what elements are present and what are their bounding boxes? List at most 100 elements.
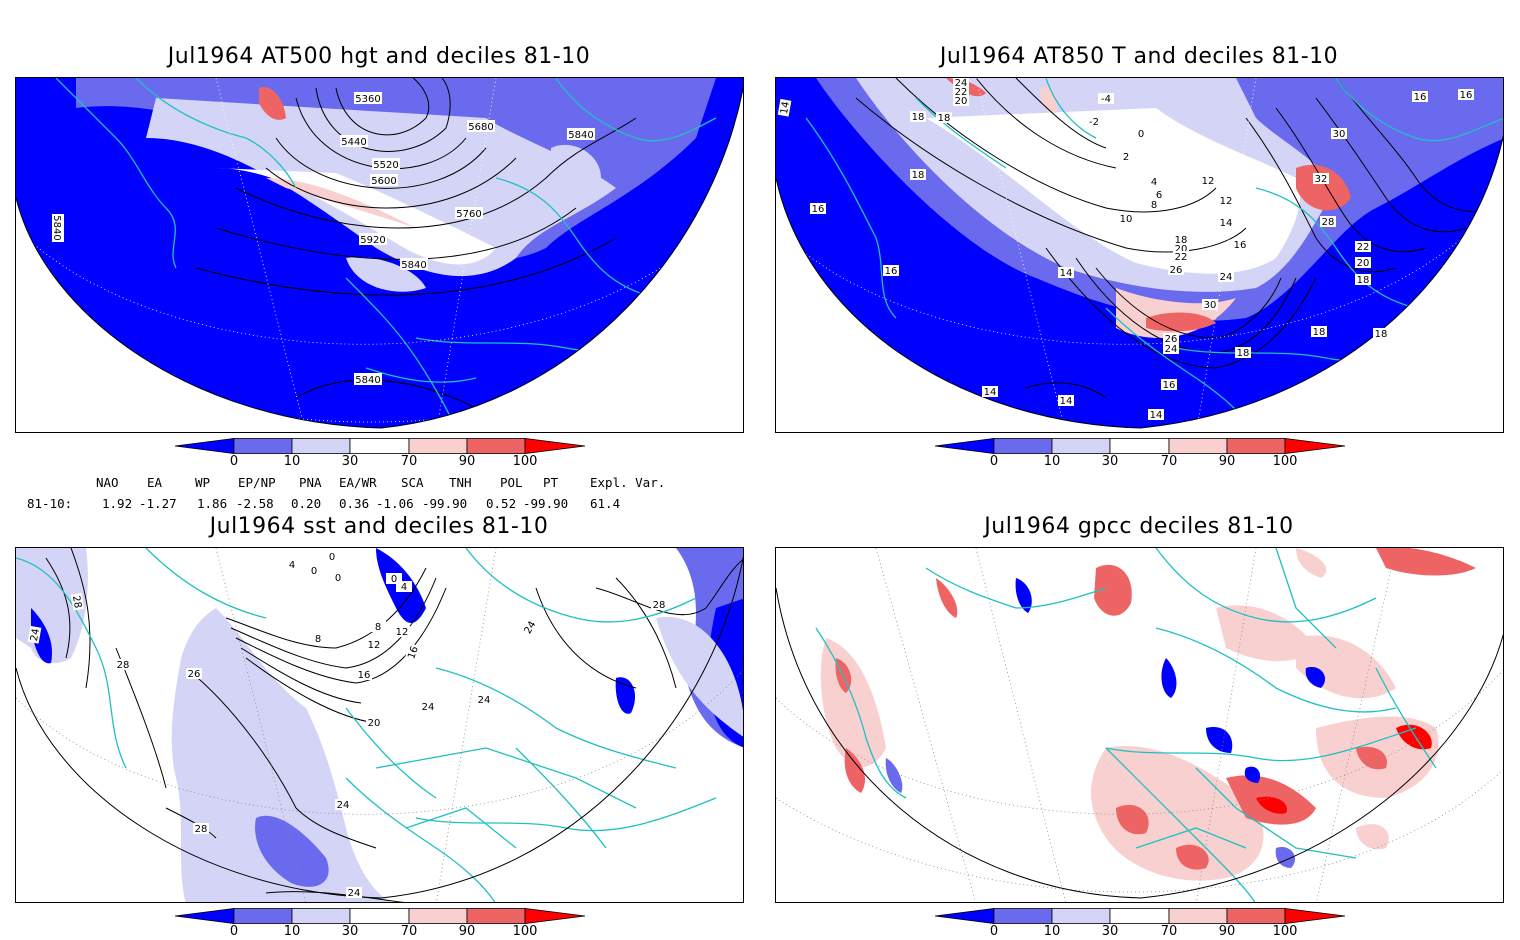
svg-text:24: 24 [478,695,491,706]
colorbar-swatch [349,438,410,454]
svg-text:4: 4 [1151,177,1157,188]
colorbar-swatches [934,438,1346,454]
colorbar-swatch [349,908,410,924]
colorbar-swatch [993,438,1053,454]
svg-text:16: 16 [406,645,421,661]
svg-text:18: 18 [1237,348,1250,359]
colorbar-swatch [1109,438,1170,454]
svg-text:2: 2 [1123,152,1129,163]
index-header: EP/NP [238,475,276,490]
decile-fill-30-70 [146,98,616,277]
panel-title-sst: Jul1964 sst and deciles 81-10 [209,514,549,539]
contour-labels-sst: 0 4 0 0 0 4 8 8 12 12 16 16 20 24 24 24 … [27,551,667,899]
svg-text:0: 0 [311,566,317,577]
map-panel-gpcc [775,547,1504,903]
svg-text:5440: 5440 [341,137,366,148]
colorbar-swatch [1226,438,1286,454]
svg-text:28: 28 [1322,217,1335,228]
index-row-label: 81-10: [27,496,73,511]
colorbar-swatch [934,438,995,454]
index-header: WP [195,475,211,490]
svg-text:14: 14 [1220,218,1233,229]
colorbar-swatch [1168,908,1228,924]
svg-text:12: 12 [396,627,409,638]
svg-text:12: 12 [368,640,381,651]
index-value: 61.4 [590,496,621,511]
map-at850-svg: 24 22 20 18 -4 -2 0 2 4 6 8 10 12 12 14 … [776,78,1503,429]
colorbar-swatch [524,908,586,924]
map-boundary [776,587,1503,899]
decile-fill-white [216,168,496,265]
decile-fill-90-100 [259,87,286,120]
colorbar-label: 100 [512,454,538,469]
svg-text:16: 16 [885,266,898,277]
map-sst-svg: 0 4 0 0 0 4 8 8 12 12 16 16 20 24 24 24 … [16,548,743,902]
svg-text:16: 16 [1460,90,1473,101]
contour-labels-at850: 24 22 20 18 -4 -2 0 2 4 6 8 10 12 12 14 … [777,78,1474,421]
colorbar-swatch [466,438,526,454]
index-value: -2.58 [236,496,274,511]
colorbar-swatch [174,908,235,924]
colorbar-swatch [291,438,351,454]
svg-text:5600: 5600 [371,176,396,187]
colorbar-swatch [993,908,1053,924]
colorbar-swatches [174,908,586,924]
svg-text:22: 22 [1175,252,1188,263]
index-value: 0.36 [339,496,370,511]
colorbar-label: 100 [1272,924,1298,939]
colorbar-swatch [408,908,468,924]
colorbar-swatch [1284,438,1346,454]
svg-text:16: 16 [812,204,825,215]
decile-fill-10-30-atlantic [255,815,329,887]
contour-labels-at500: 5360 5440 5520 5600 5680 5760 5840 5840 … [51,92,595,386]
svg-text:18: 18 [912,170,925,181]
index-header: EA/WR [339,475,377,490]
colorbar-label: 30 [1101,454,1119,469]
colorbar-label: 0 [989,454,999,469]
colorbar-swatch [1051,908,1111,924]
index-value: 0.20 [291,496,322,511]
svg-text:18: 18 [938,113,951,124]
index-value: 1.92 [102,496,133,511]
map-boundary [776,134,1503,429]
svg-text:8: 8 [375,622,381,633]
svg-text:-2: -2 [1089,117,1099,128]
svg-text:24: 24 [348,888,361,899]
svg-text:5520: 5520 [373,160,398,171]
svg-text:14: 14 [1060,396,1073,407]
svg-text:14: 14 [1060,268,1073,279]
index-header: PNA [299,475,322,490]
svg-text:5840: 5840 [401,260,426,271]
panel-title-gpcc: Jul1964 gpcc deciles 81-10 [984,514,1294,539]
svg-text:26: 26 [1170,265,1183,276]
colorbar-swatch [1226,908,1286,924]
svg-text:18: 18 [912,112,925,123]
colorbar-label: 10 [1043,924,1061,939]
temperature-contours [855,78,1503,399]
colorbar-label: 70 [1160,454,1178,469]
colorbar-label: 10 [283,454,301,469]
index-header: PT [543,475,559,490]
svg-text:8: 8 [1151,200,1157,211]
svg-text:28: 28 [653,600,666,611]
svg-text:20: 20 [1175,244,1188,255]
colorbar-label: 70 [400,454,418,469]
svg-text:16: 16 [1163,380,1176,391]
svg-text:8: 8 [315,634,321,645]
svg-text:28: 28 [70,595,83,609]
svg-text:30: 30 [1204,300,1217,311]
svg-text:4: 4 [401,582,407,593]
colorbar-swatch [291,908,351,924]
index-value: -99.90 [523,496,569,511]
svg-text:18: 18 [1175,235,1188,246]
svg-text:0: 0 [335,573,341,584]
graticule [776,548,1503,902]
map-at500-svg: 5360 5440 5520 5600 5680 5760 5840 5840 … [16,78,743,429]
svg-text:18: 18 [1375,329,1388,340]
graticule [16,548,743,902]
index-header: NAO [96,475,119,490]
colorbar-label: 0 [989,924,999,939]
sst-contours [45,548,743,902]
svg-text:28: 28 [195,824,208,835]
svg-text:4: 4 [289,560,295,571]
